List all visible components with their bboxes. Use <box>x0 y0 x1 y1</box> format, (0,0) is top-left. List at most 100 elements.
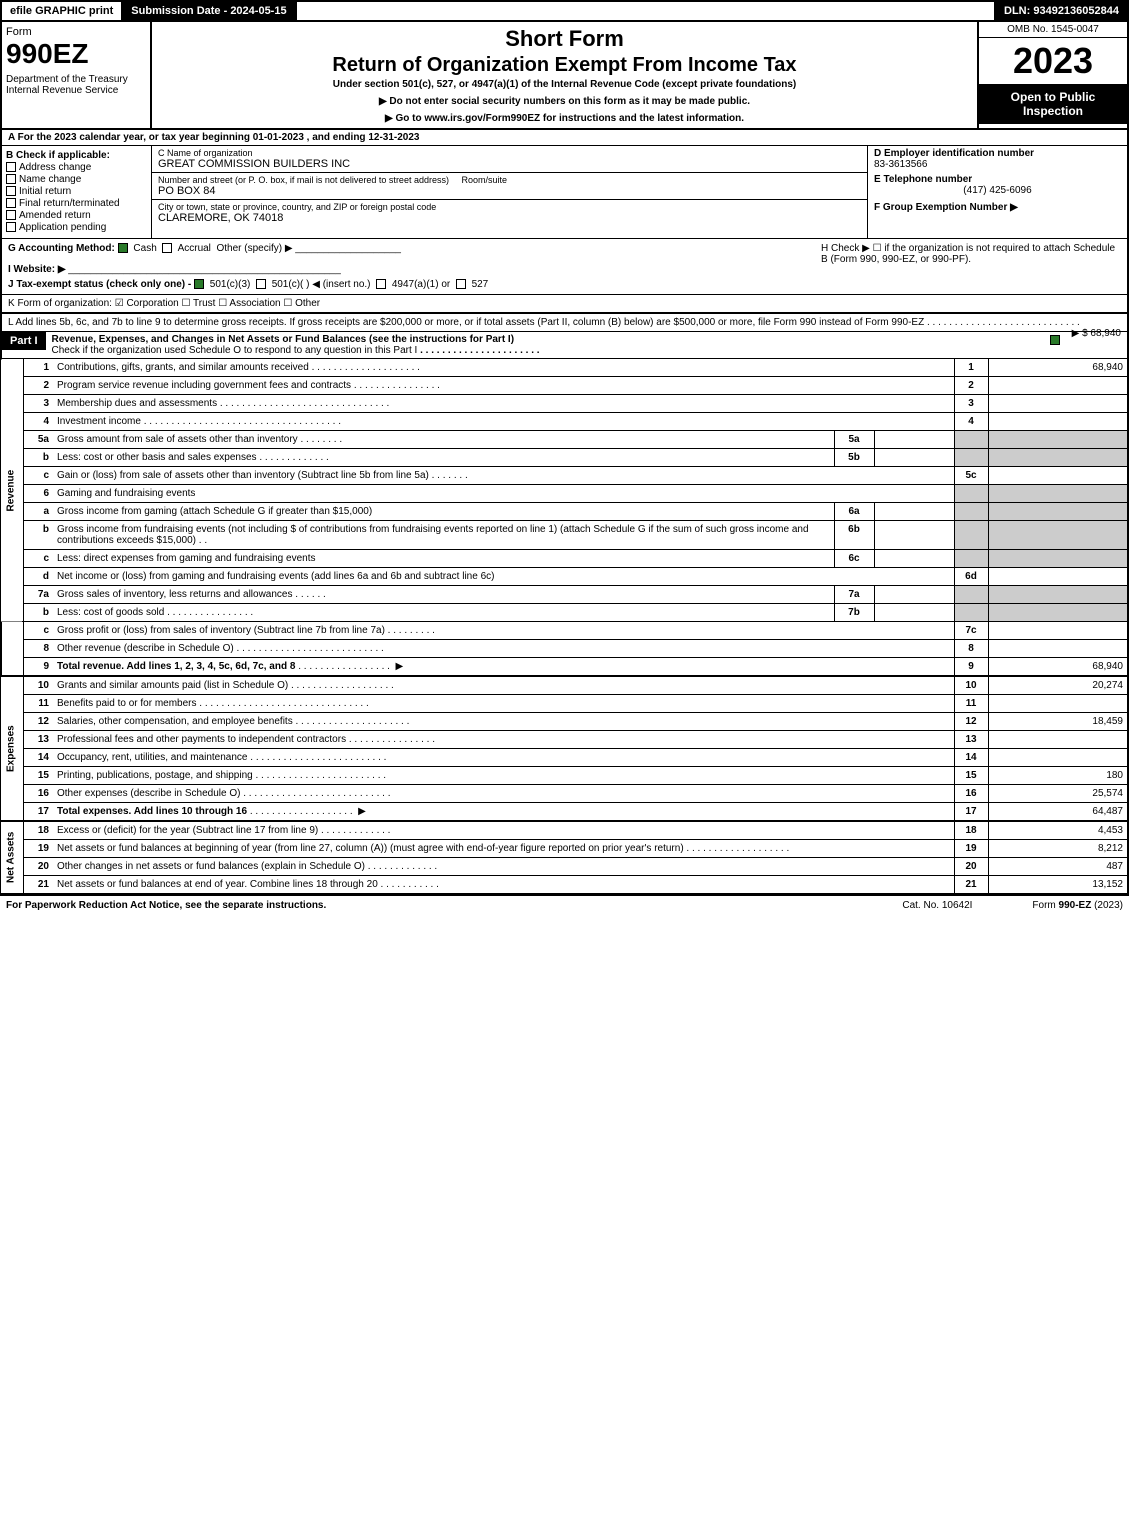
omb-number: OMB No. 1545-0047 <box>979 22 1127 38</box>
line-11-desc: Benefits paid to or for members <box>57 698 197 709</box>
line-6c-desc: Less: direct expenses from gaming and fu… <box>57 553 315 564</box>
checkbox-cash[interactable] <box>118 243 128 253</box>
side-label-expenses: Expenses <box>1 676 23 821</box>
open-to-public: Open to Public Inspection <box>979 84 1127 124</box>
return-title: Return of Organization Exempt From Incom… <box>160 54 969 77</box>
line-7a-desc: Gross sales of inventory, less returns a… <box>57 589 292 600</box>
line-14-desc: Occupancy, rent, utilities, and maintena… <box>57 752 247 763</box>
paperwork-notice: For Paperwork Reduction Act Notice, see … <box>6 900 326 911</box>
line-8-desc: Other revenue (describe in Schedule O) <box>57 643 234 654</box>
short-form-title: Short Form <box>160 26 969 52</box>
line-15-desc: Printing, publications, postage, and shi… <box>57 770 253 781</box>
line-13-desc: Professional fees and other payments to … <box>57 734 346 745</box>
city-label: City or town, state or province, country… <box>158 202 861 212</box>
line-3-desc: Membership dues and assessments <box>57 398 217 409</box>
part-i-title: Revenue, Expenses, and Changes in Net As… <box>52 334 515 345</box>
line-16-desc: Other expenses (describe in Schedule O) <box>57 788 240 799</box>
line-6-desc: Gaming and fundraising events <box>53 485 954 503</box>
topbar: efile GRAPHIC print Submission Date - 20… <box>0 0 1129 22</box>
instruction-link[interactable]: ▶ Go to www.irs.gov/Form990EZ for instru… <box>160 113 969 124</box>
ein-heading: D Employer identification number <box>874 148 1121 159</box>
line-6d-desc: Net income or (loss) from gaming and fun… <box>57 571 494 582</box>
line-5c-desc: Gain or (loss) from sale of assets other… <box>57 470 429 481</box>
form-header: Form 990EZ Department of the Treasury In… <box>0 22 1129 130</box>
catalog-number: Cat. No. 10642I <box>902 900 972 911</box>
section-l: L Add lines 5b, 6c, and 7b to line 9 to … <box>0 314 1129 332</box>
checkbox-amended-return[interactable]: Amended return <box>6 210 147 221</box>
line-7b-desc: Less: cost of goods sold <box>57 607 164 618</box>
checkbox-final-return[interactable]: Final return/terminated <box>6 198 147 209</box>
section-a-tax-year: A For the 2023 calendar year, or tax yea… <box>0 130 1129 146</box>
efile-print-label[interactable]: efile GRAPHIC print <box>2 2 123 20</box>
other-specify: Other (specify) ▶ <box>216 243 292 254</box>
line-18-value: 4,453 <box>988 821 1128 840</box>
side-label-net-assets: Net Assets <box>1 821 23 894</box>
section-b-heading: B Check if applicable: <box>6 150 147 161</box>
line-20-desc: Other changes in net assets or fund bala… <box>57 861 365 872</box>
address: PO BOX 84 <box>158 185 861 197</box>
addr-label: Number and street (or P. O. box, if mail… <box>158 175 449 185</box>
checkbox-501c[interactable] <box>256 279 266 289</box>
part-i-check-text: Check if the organization used Schedule … <box>52 345 418 356</box>
form-id: Form 990-EZ (2023) <box>1032 900 1123 911</box>
form-number: 990EZ <box>6 38 146 70</box>
part-i-header: Part I Revenue, Expenses, and Changes in… <box>0 332 1129 359</box>
line-12-value: 18,459 <box>988 713 1128 731</box>
section-h: H Check ▶ ☐ if the organization is not r… <box>821 243 1121 290</box>
website-label: I Website: ▶ <box>8 264 66 275</box>
line-1-box: 1 <box>954 359 988 377</box>
telephone: (417) 425-6096 <box>874 185 1121 196</box>
footer: For Paperwork Reduction Act Notice, see … <box>0 895 1129 915</box>
line-5a-desc: Gross amount from sale of assets other t… <box>57 434 298 445</box>
group-exemption-heading: F Group Exemption Number ▶ <box>874 202 1121 213</box>
checkbox-accrual[interactable] <box>162 243 172 253</box>
line-15-value: 180 <box>988 767 1128 785</box>
line-18-desc: Excess or (deficit) for the year (Subtra… <box>57 825 318 836</box>
line-1-num: 1 <box>23 359 53 377</box>
ein: 83-3613566 <box>874 159 1121 170</box>
line-10-value: 20,274 <box>988 676 1128 695</box>
department: Department of the Treasury Internal Reve… <box>6 74 146 96</box>
section-g-h-i-j: G Accounting Method: Cash Accrual Other … <box>0 239 1129 295</box>
tel-heading: E Telephone number <box>874 174 1121 185</box>
line-4-desc: Investment income <box>57 416 141 427</box>
line-10-desc: Grants and similar amounts paid (list in… <box>57 680 288 691</box>
line-9-desc: Total revenue. Add lines 1, 2, 3, 4, 5c,… <box>57 661 295 672</box>
city: CLAREMORE, OK 74018 <box>158 212 861 224</box>
line-1-value: 68,940 <box>988 359 1128 377</box>
subtitle: Under section 501(c), 527, or 4947(a)(1)… <box>160 79 969 90</box>
line-17-desc: Total expenses. Add lines 10 through 16 <box>57 806 247 817</box>
side-label-revenue: Revenue <box>1 359 23 622</box>
line-6a-desc: Gross income from gaming (attach Schedul… <box>57 506 372 517</box>
checkbox-501c3[interactable] <box>194 279 204 289</box>
dln: DLN: 93492136052844 <box>994 2 1127 20</box>
room-label: Room/suite <box>461 175 507 185</box>
checkbox-initial-return[interactable]: Initial return <box>6 186 147 197</box>
line-1-desc: Contributions, gifts, grants, and simila… <box>57 362 309 373</box>
line-21-value: 13,152 <box>988 876 1128 895</box>
info-grid: B Check if applicable: Address change Na… <box>0 146 1129 239</box>
line-17-value: 64,487 <box>988 803 1128 822</box>
section-b-checkboxes: B Check if applicable: Address change Na… <box>2 146 152 238</box>
org-name: GREAT COMMISSION BUILDERS INC <box>158 158 861 170</box>
checkbox-schedule-o[interactable] <box>1050 335 1060 345</box>
checkbox-527[interactable] <box>456 279 466 289</box>
line-19-desc: Net assets or fund balances at beginning… <box>57 843 684 854</box>
tax-exempt-label: J Tax-exempt status (check only one) - <box>8 279 191 290</box>
section-k: K Form of organization: ☑ Corporation ☐ … <box>0 295 1129 314</box>
revenue-table: Revenue 1 Contributions, gifts, grants, … <box>0 359 1129 895</box>
part-i-label: Part I <box>2 332 46 350</box>
line-20-value: 487 <box>988 858 1128 876</box>
checkbox-4947[interactable] <box>376 279 386 289</box>
line-9-value: 68,940 <box>988 658 1128 677</box>
line-12-desc: Salaries, other compensation, and employ… <box>57 716 293 727</box>
instruction-ssn: ▶ Do not enter social security numbers o… <box>160 96 969 107</box>
line-7c-desc: Gross profit or (loss) from sales of inv… <box>57 625 385 636</box>
checkbox-application-pending[interactable]: Application pending <box>6 222 147 233</box>
checkbox-name-change[interactable]: Name change <box>6 174 147 185</box>
line-16-value: 25,574 <box>988 785 1128 803</box>
line-5b-desc: Less: cost or other basis and sales expe… <box>57 452 257 463</box>
line-19-value: 8,212 <box>988 840 1128 858</box>
checkbox-address-change[interactable]: Address change <box>6 162 147 173</box>
submission-date: Submission Date - 2024-05-15 <box>123 2 296 20</box>
